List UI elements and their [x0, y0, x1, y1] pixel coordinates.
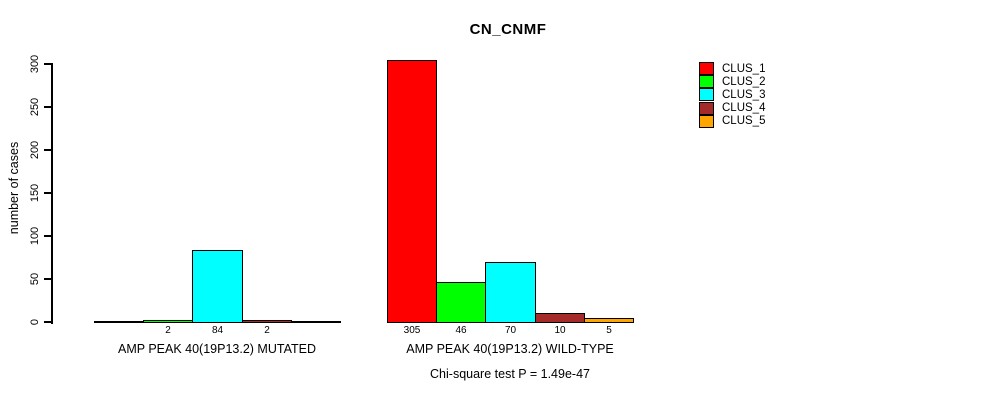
bar-value-label: 46: [455, 325, 467, 336]
y-tick-label: 100: [29, 226, 41, 246]
bar-value-label: 70: [504, 325, 517, 336]
y-tick: [44, 149, 52, 151]
legend-label: CLUS_3: [722, 88, 766, 101]
legend-row: CLUS_2: [699, 75, 766, 89]
legend-swatch: [699, 62, 714, 76]
legend-label: CLUS_4: [722, 102, 766, 115]
bar-value-label: 10: [554, 325, 566, 336]
legend-row: CLUS_1: [699, 62, 766, 76]
legend-swatch: [699, 75, 714, 89]
legend-swatch: [699, 88, 714, 102]
y-tick: [44, 321, 52, 323]
bar: [242, 320, 292, 323]
y-tick: [44, 63, 52, 65]
y-tick-label: 150: [29, 183, 41, 203]
y-tick: [44, 192, 52, 194]
legend-row: CLUS_3: [699, 88, 766, 102]
y-tick: [44, 235, 52, 237]
y-axis-line: [51, 63, 53, 324]
bar: [291, 321, 341, 323]
bar: [387, 60, 437, 323]
legend: CLUS_1 CLUS_2 CLUS_3 CLUS_4 CLUS_5: [699, 62, 765, 128]
legend-swatch: [699, 114, 714, 128]
bar: [584, 318, 634, 323]
bar: [535, 313, 585, 323]
legend-row: CLUS_4: [699, 101, 766, 115]
y-tick-label: 200: [29, 140, 41, 160]
legend-label: CLUS_5: [722, 115, 766, 128]
y-axis-label: number of cases: [7, 141, 21, 235]
chart-title: CN_CNMF: [469, 21, 547, 38]
y-tick-label: 50: [29, 272, 41, 286]
y-tick: [44, 278, 52, 280]
legend-label: CLUS_1: [722, 62, 766, 75]
bar-value-label: 5: [606, 325, 612, 336]
legend-row: CLUS_5: [699, 114, 766, 128]
bar-value-label: 305: [403, 325, 421, 336]
bar: [485, 262, 536, 323]
bar: [94, 321, 144, 323]
bar-value-label: 2: [165, 325, 171, 336]
legend-label: CLUS_2: [722, 75, 766, 88]
chi-square-annotation: Chi-square test P = 1.49e-47: [430, 367, 590, 381]
y-tick: [44, 106, 52, 108]
group-label: AMP PEAK 40(19P13.2) WILD-TYPE: [406, 342, 614, 356]
bar: [143, 320, 193, 323]
group-label: AMP PEAK 40(19P13.2) MUTATED: [118, 342, 316, 356]
bar-value-label: 2: [264, 325, 270, 336]
y-tick-label: 250: [29, 97, 41, 117]
bar: [192, 250, 243, 323]
y-tick-label: 0: [29, 318, 41, 326]
legend-swatch: [699, 101, 714, 115]
bar-value-label: 84: [211, 325, 224, 336]
bar: [436, 282, 486, 323]
y-tick-label: 300: [29, 54, 41, 74]
